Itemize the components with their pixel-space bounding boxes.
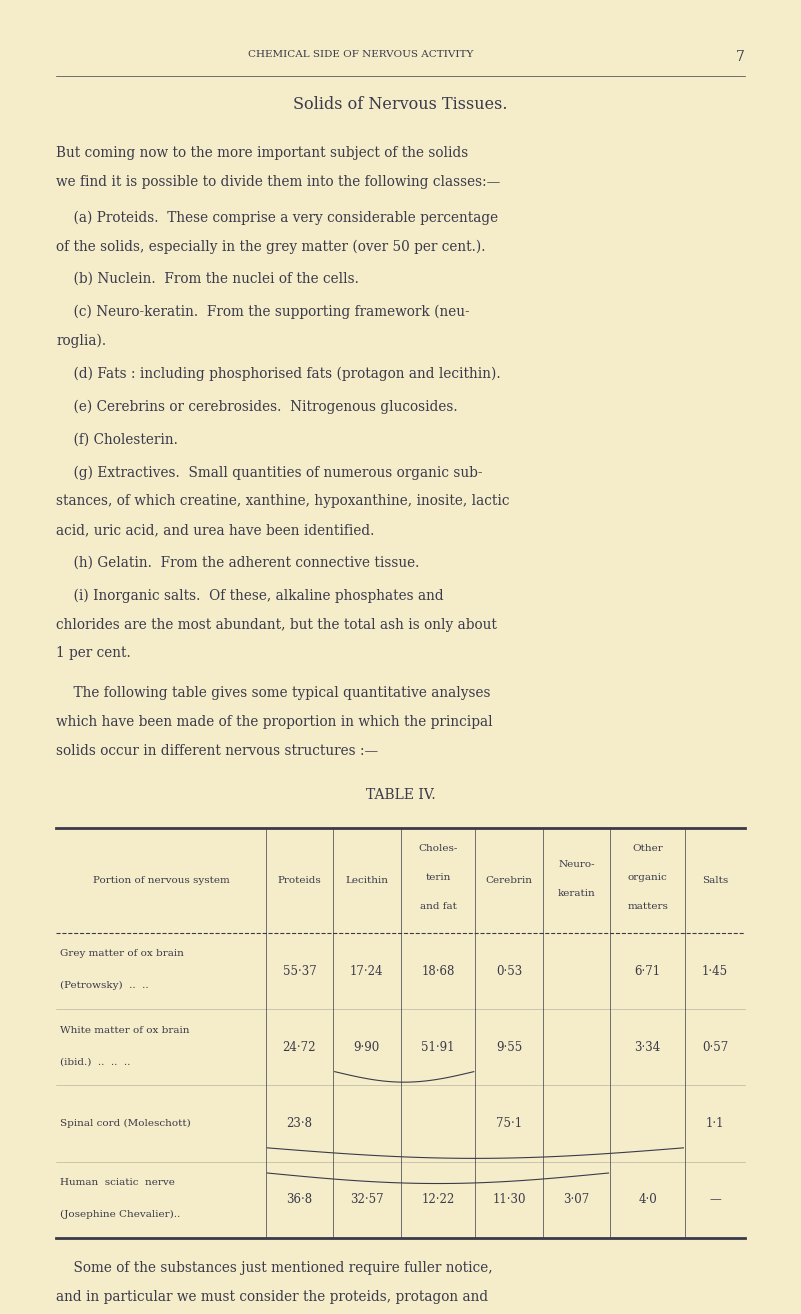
Text: 1·45: 1·45 (702, 964, 728, 978)
Text: Some of the substances just mentioned require fuller notice,: Some of the substances just mentioned re… (56, 1261, 493, 1276)
Text: 0·53: 0·53 (496, 964, 522, 978)
Text: organic: organic (628, 874, 667, 882)
Text: 12·22: 12·22 (421, 1193, 454, 1206)
Text: 17·24: 17·24 (350, 964, 384, 978)
Text: 3·07: 3·07 (563, 1193, 590, 1206)
Text: (d) Fats : including phosphorised fats (protagon and lecithin).: (d) Fats : including phosphorised fats (… (56, 367, 501, 381)
Text: (f) Cholesterin.: (f) Cholesterin. (56, 432, 178, 447)
Text: 36·8: 36·8 (286, 1193, 312, 1206)
Text: 55·37: 55·37 (283, 964, 316, 978)
Text: 3·34: 3·34 (634, 1041, 661, 1054)
Text: Spinal cord (Moleschott): Spinal cord (Moleschott) (60, 1120, 191, 1127)
Text: which have been made of the proportion in which the principal: which have been made of the proportion i… (56, 715, 493, 729)
Text: 9·90: 9·90 (354, 1041, 380, 1054)
Text: (Petrowsky)  ..  ..: (Petrowsky) .. .. (60, 982, 149, 989)
Text: Solids of Nervous Tissues.: Solids of Nervous Tissues. (293, 96, 508, 113)
Text: stances, of which creatine, xanthine, hypoxanthine, inosite, lactic: stances, of which creatine, xanthine, hy… (56, 494, 509, 509)
Text: —: — (709, 1193, 721, 1206)
Text: Choles-: Choles- (418, 845, 457, 853)
Text: solids occur in different nervous structures :—: solids occur in different nervous struct… (56, 744, 378, 758)
Text: White matter of ox brain: White matter of ox brain (60, 1026, 190, 1034)
Text: of the solids, especially in the grey matter (over 50 per cent.).: of the solids, especially in the grey ma… (56, 239, 485, 254)
Text: 51·91: 51·91 (421, 1041, 455, 1054)
Text: But coming now to the more important subject of the solids: But coming now to the more important sub… (56, 146, 469, 160)
Text: Portion of nervous system: Portion of nervous system (93, 876, 229, 884)
Text: Proteids: Proteids (277, 876, 321, 884)
Text: Human  sciatic  nerve: Human sciatic nerve (60, 1179, 175, 1187)
Text: Grey matter of ox brain: Grey matter of ox brain (60, 950, 184, 958)
Text: 1 per cent.: 1 per cent. (56, 646, 131, 661)
Text: acid, uric acid, and urea have been identified.: acid, uric acid, and urea have been iden… (56, 523, 374, 537)
Text: and fat: and fat (420, 903, 457, 911)
Text: keratin: keratin (557, 890, 595, 897)
Text: chlorides are the most abundant, but the total ash is only about: chlorides are the most abundant, but the… (56, 618, 497, 632)
Text: CHEMICAL SIDE OF NERVOUS ACTIVITY: CHEMICAL SIDE OF NERVOUS ACTIVITY (248, 50, 473, 59)
Text: 75·1: 75·1 (496, 1117, 522, 1130)
Text: 23·8: 23·8 (287, 1117, 312, 1130)
Text: (ibid.)  ..  ..  ..: (ibid.) .. .. .. (60, 1058, 131, 1066)
Text: we find it is possible to divide them into the following classes:—: we find it is possible to divide them in… (56, 175, 501, 189)
Text: 7: 7 (736, 50, 745, 64)
Text: 6·71: 6·71 (634, 964, 661, 978)
Text: 4·0: 4·0 (638, 1193, 657, 1206)
Text: Cerebrin: Cerebrin (485, 876, 533, 884)
Text: terin: terin (425, 874, 451, 882)
Text: 18·68: 18·68 (421, 964, 455, 978)
Text: Neuro-: Neuro- (558, 861, 595, 869)
Text: (e) Cerebrins or cerebrosides.  Nitrogenous glucosides.: (e) Cerebrins or cerebrosides. Nitrogeno… (56, 399, 457, 414)
Text: 32·57: 32·57 (350, 1193, 384, 1206)
Text: (g) Extractives.  Small quantities of numerous organic sub-: (g) Extractives. Small quantities of num… (56, 465, 482, 480)
Text: 24·72: 24·72 (283, 1041, 316, 1054)
Text: TABLE IV.: TABLE IV. (366, 788, 435, 803)
Text: (Josephine Chevalier)..: (Josephine Chevalier).. (60, 1210, 180, 1218)
Text: matters: matters (627, 903, 668, 911)
Text: and in particular we must consider the proteids, protagon and: and in particular we must consider the p… (56, 1290, 488, 1305)
Text: 0·57: 0·57 (702, 1041, 728, 1054)
Text: (b) Nuclein.  From the nuclei of the cells.: (b) Nuclein. From the nuclei of the cell… (56, 272, 359, 286)
Text: (i) Inorganic salts.  Of these, alkaline phosphates and: (i) Inorganic salts. Of these, alkaline … (56, 589, 444, 603)
Text: 1·1: 1·1 (706, 1117, 724, 1130)
Text: Other: Other (632, 845, 663, 853)
Text: 9·55: 9·55 (496, 1041, 522, 1054)
Text: 11·30: 11·30 (493, 1193, 525, 1206)
Text: roglia).: roglia). (56, 334, 107, 348)
Text: (c) Neuro-keratin.  From the supporting framework (neu-: (c) Neuro-keratin. From the supporting f… (56, 305, 469, 319)
Text: The following table gives some typical quantitative analyses: The following table gives some typical q… (56, 686, 490, 700)
Text: Lecithin: Lecithin (345, 876, 388, 884)
Text: Salts: Salts (702, 876, 728, 884)
Text: (h) Gelatin.  From the adherent connective tissue.: (h) Gelatin. From the adherent connectiv… (56, 556, 420, 570)
Text: (a) Proteids.  These comprise a very considerable percentage: (a) Proteids. These comprise a very cons… (56, 210, 498, 225)
